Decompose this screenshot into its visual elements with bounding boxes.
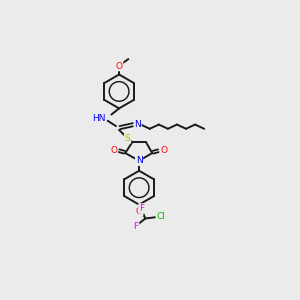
Text: O: O xyxy=(116,61,123,70)
Text: S: S xyxy=(125,134,130,143)
Text: HN: HN xyxy=(92,114,106,123)
Text: O: O xyxy=(110,146,117,155)
Text: N: N xyxy=(136,156,142,165)
Text: O: O xyxy=(160,146,167,155)
Text: N: N xyxy=(134,120,141,129)
Text: F: F xyxy=(134,222,139,231)
Text: F: F xyxy=(139,204,144,213)
Text: O: O xyxy=(136,207,142,216)
Text: Cl: Cl xyxy=(156,212,165,221)
